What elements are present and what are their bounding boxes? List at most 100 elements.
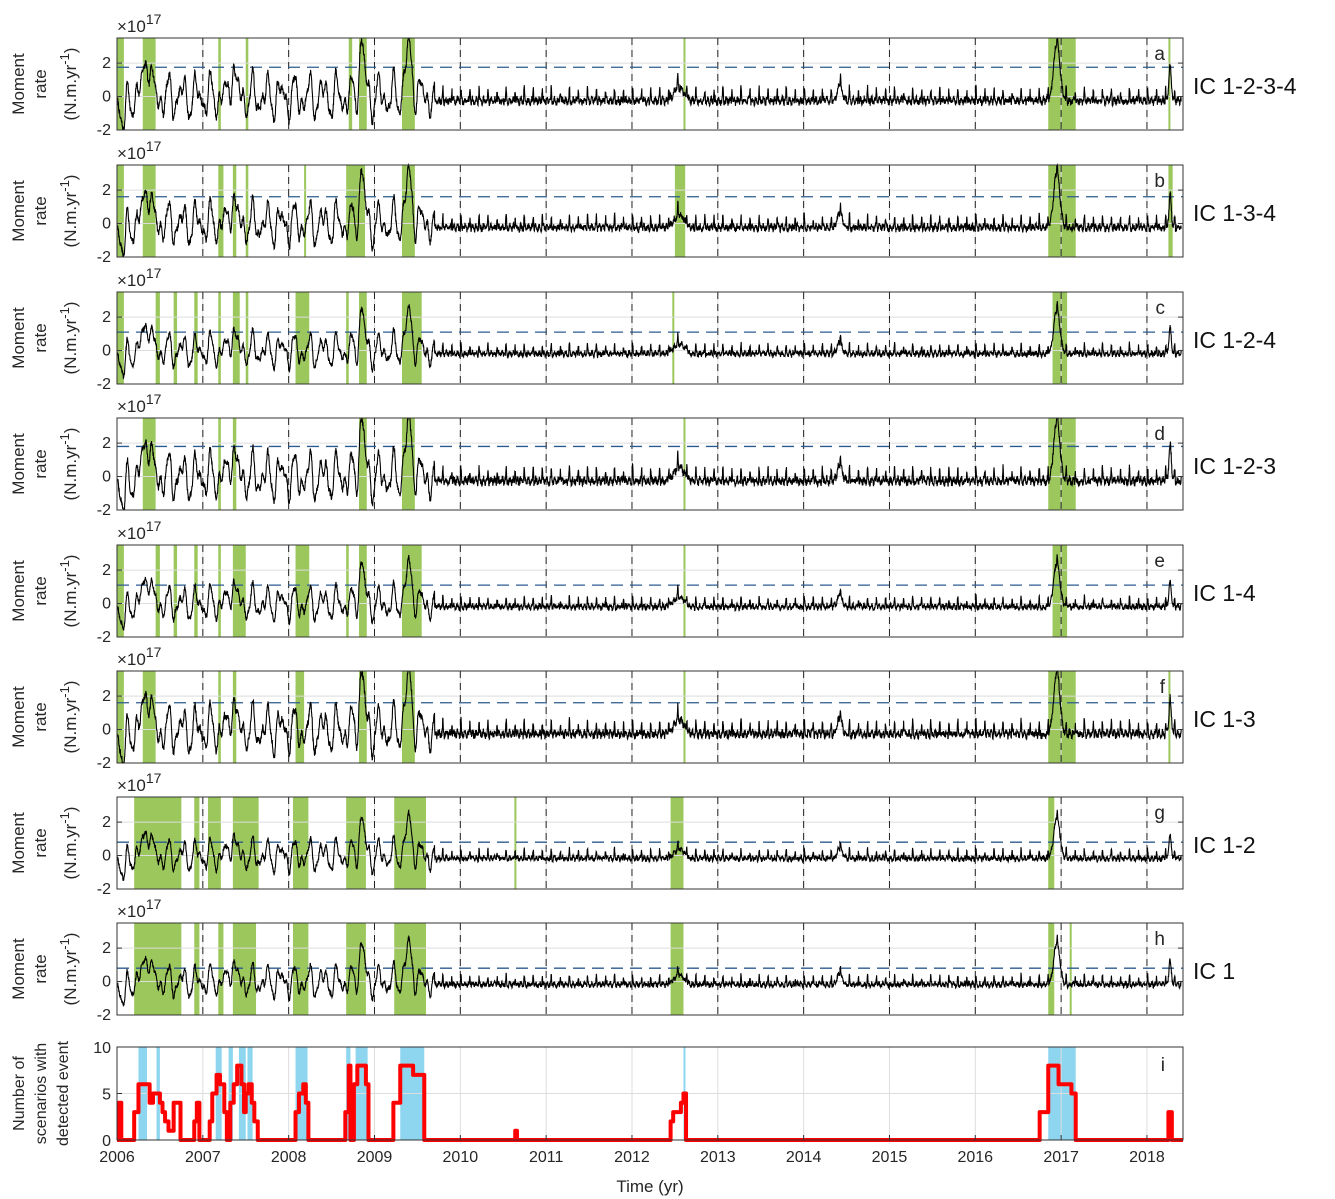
detection-band bbox=[295, 292, 310, 384]
exponent-power: 17 bbox=[146, 391, 162, 407]
detection-band bbox=[155, 292, 160, 384]
ylabel-unit-part: (N.m.yr bbox=[61, 571, 80, 627]
exponent-label: ×1017 bbox=[117, 265, 162, 290]
exponent-base: ×10 bbox=[117, 271, 146, 290]
ylabel-rate: rate bbox=[31, 323, 50, 352]
y-tick-label: -2 bbox=[97, 755, 111, 772]
y-tick-label: 0 bbox=[102, 848, 111, 865]
detection-band bbox=[514, 797, 517, 889]
exponent-power: 17 bbox=[146, 518, 162, 534]
y-tick-label: -2 bbox=[97, 629, 111, 646]
y-tick-label: 0 bbox=[102, 89, 111, 106]
y-tick-label: -2 bbox=[97, 881, 111, 898]
ylabel-unit-part: ) bbox=[61, 681, 80, 687]
detection-band bbox=[674, 165, 686, 257]
detection-band bbox=[359, 418, 367, 510]
panel-b: -2 0 2 ×1017 Moment rate (N.m.yr-1) b IC 1-3-4 bbox=[9, 138, 1276, 266]
exponent-base: ×10 bbox=[117, 650, 146, 669]
axes-frame bbox=[116, 417, 1184, 511]
ic-label: IC 1-2-3 bbox=[1193, 453, 1276, 479]
panel-i: 0 5 10 2006 2007 2008 2009 2010 2011 2012 2013 2014… bbox=[11, 1040, 1184, 1196]
detection-band bbox=[218, 165, 224, 257]
ic-label: IC 1-3 bbox=[1193, 706, 1256, 732]
y-tick-label: 2 bbox=[102, 940, 111, 957]
detection-band bbox=[1168, 38, 1171, 130]
detection-band bbox=[359, 671, 367, 763]
exponent-power: 17 bbox=[146, 770, 162, 786]
ylabel-moment: Moment bbox=[9, 812, 28, 874]
panel-c: -2 0 2 ×1017 Moment rate (N.m.yr-1) c IC 1-2-4 bbox=[9, 265, 1276, 393]
detection-band bbox=[1048, 797, 1055, 889]
exponent-label: ×1017 bbox=[117, 518, 162, 543]
detection-band bbox=[232, 545, 246, 637]
detection-band bbox=[295, 671, 305, 763]
detection-band bbox=[155, 545, 160, 637]
ylabel-unit: (N.m.yr-1) bbox=[57, 302, 80, 375]
x-tick-label: 2009 bbox=[357, 1149, 393, 1166]
x-axis-title: Time (yr) bbox=[616, 1177, 683, 1196]
detection-band bbox=[245, 292, 249, 384]
detection-band bbox=[346, 923, 366, 1015]
x-tick-label: 2008 bbox=[271, 1149, 307, 1166]
detection-band bbox=[245, 38, 249, 130]
ylabel-rate: rate bbox=[31, 702, 50, 731]
y-tick-label: -2 bbox=[97, 502, 111, 519]
ylabel-rate: rate bbox=[31, 449, 50, 478]
ylabel-unit-part: (N.m.yr bbox=[61, 191, 80, 247]
detection-band bbox=[292, 797, 309, 889]
ylabel-unit: (N.m.yr-1) bbox=[57, 681, 80, 754]
y-tick-label: 10 bbox=[93, 1040, 111, 1057]
detection-band bbox=[348, 38, 353, 130]
ylabel-unit-part: (N.m.yr bbox=[61, 823, 80, 879]
exponent-base: ×10 bbox=[117, 524, 146, 543]
ylabel-unit-part: -1 bbox=[57, 560, 72, 572]
detection-band bbox=[346, 292, 349, 384]
axes-frame bbox=[116, 796, 1184, 890]
ylabel-unit-part: ) bbox=[61, 807, 80, 813]
ylabel-unit-part: ) bbox=[61, 555, 80, 561]
detection-band bbox=[134, 923, 182, 1015]
x-tick-label: 2012 bbox=[614, 1149, 650, 1166]
ylabel-unit-part: (N.m.yr bbox=[61, 444, 80, 500]
moment-rate-trace bbox=[116, 417, 1182, 511]
moment-rate-trace bbox=[116, 301, 1182, 380]
panel-h: -2 0 2 ×1017 Moment rate (N.m.yr-1) h IC 1 bbox=[9, 896, 1235, 1024]
ylabel-unit-part: (N.m.yr bbox=[61, 64, 80, 120]
y-tick-label: 2 bbox=[102, 182, 111, 199]
detection-band bbox=[218, 923, 224, 1015]
ylabel-scenarios-3: detected event bbox=[55, 1040, 72, 1146]
detection-band bbox=[117, 165, 124, 257]
exponent-power: 17 bbox=[146, 11, 162, 27]
ylabel-moment: Moment bbox=[9, 180, 28, 242]
detection-band bbox=[394, 923, 426, 1015]
detection-band bbox=[117, 671, 124, 763]
detection-band bbox=[245, 165, 249, 257]
ic-label: IC 1-2-3-4 bbox=[1193, 73, 1297, 99]
ylabel-unit: (N.m.yr-1) bbox=[57, 807, 80, 880]
detection-band bbox=[1052, 292, 1068, 384]
y-tick-label: 0 bbox=[102, 216, 111, 233]
detection-band bbox=[1052, 545, 1068, 637]
ylabel-rate: rate bbox=[31, 828, 50, 857]
detection-band bbox=[1069, 923, 1072, 1015]
panel-a: -2 0 2 ×1017 Moment rate (N.m.yr-1) a IC 1-2-3-4 bbox=[9, 11, 1297, 139]
exponent-label: ×1017 bbox=[117, 896, 162, 921]
exponent-base: ×10 bbox=[117, 397, 146, 416]
ylabel-moment: Moment bbox=[9, 53, 28, 115]
detection-band bbox=[359, 545, 367, 637]
ic-label: IC 1-2-4 bbox=[1193, 327, 1276, 353]
ylabel-rate: rate bbox=[31, 576, 50, 605]
ylabel-scenarios-1: Number of bbox=[11, 1056, 28, 1131]
detection-band bbox=[218, 418, 221, 510]
ylabel-unit-part: ) bbox=[61, 175, 80, 181]
x-tick-label: 2016 bbox=[957, 1149, 993, 1166]
ylabel-rate: rate bbox=[31, 954, 50, 983]
detection-band bbox=[218, 545, 221, 637]
exponent-label: ×1017 bbox=[117, 138, 162, 163]
detection-band bbox=[359, 38, 367, 130]
detection-band bbox=[394, 797, 426, 889]
ylabel-rate: rate bbox=[31, 196, 50, 225]
detection-band bbox=[173, 545, 178, 637]
axes-frame bbox=[116, 37, 1184, 131]
